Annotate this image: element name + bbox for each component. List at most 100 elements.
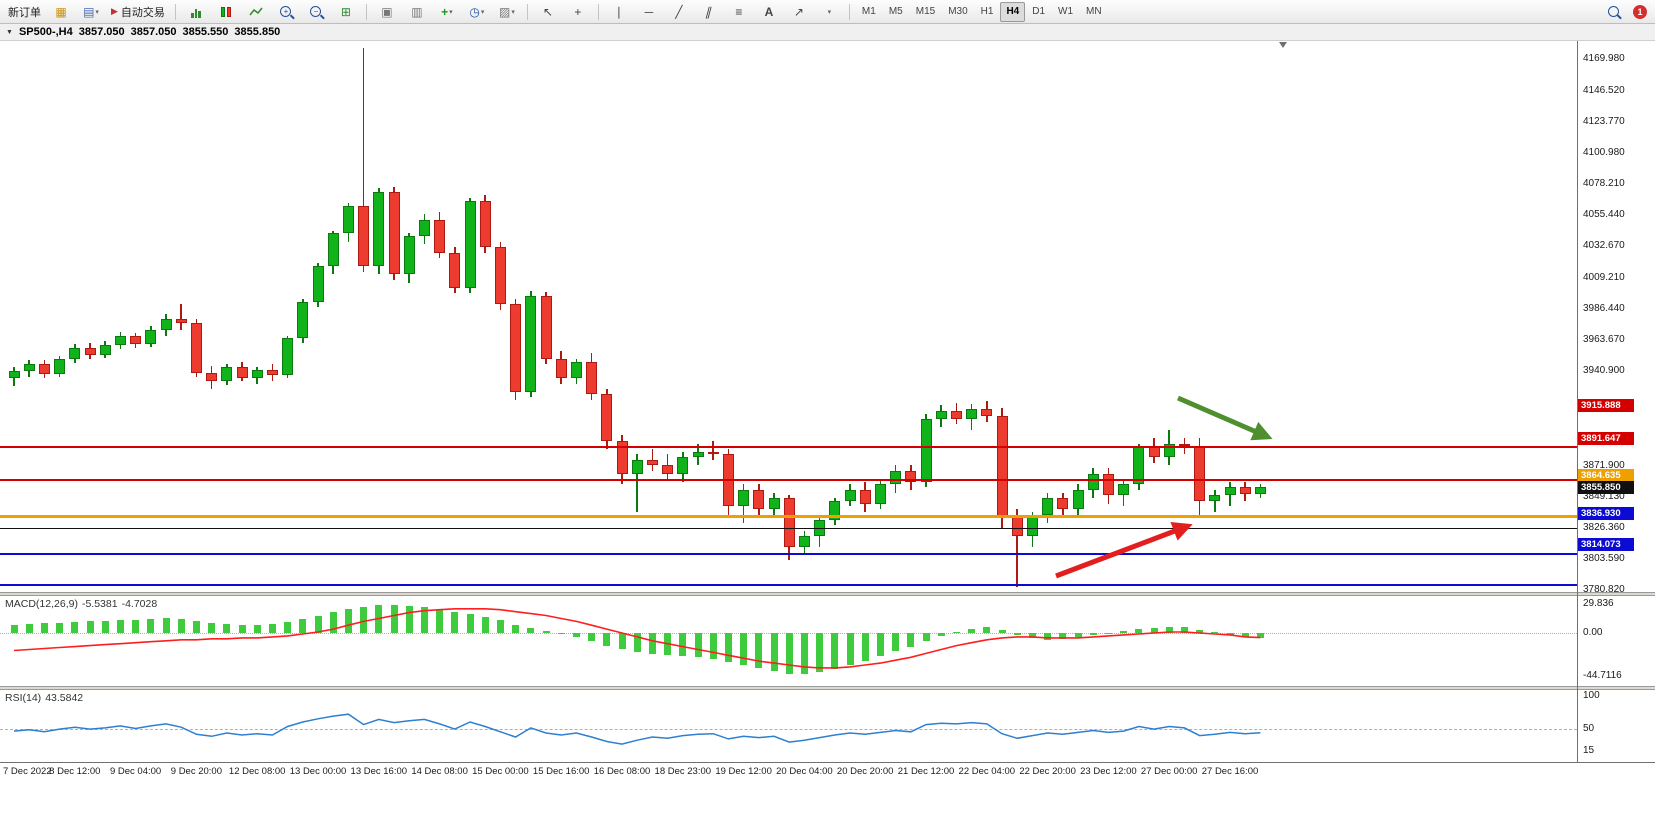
vertical-line-tool[interactable]: ∣	[615, 4, 622, 19]
time-axis-label: 9 Dec 20:00	[170, 766, 223, 777]
timeframe-button-m5[interactable]: M5	[888, 6, 903, 17]
price-line-3836.930[interactable]	[0, 553, 1577, 556]
price-line-3864.635[interactable]	[0, 514, 1577, 518]
macd-histogram-bar	[238, 625, 246, 633]
macd-histogram-bar	[724, 633, 732, 663]
chart-shift-marker	[1279, 42, 1287, 48]
arrow-tool[interactable]: ↗	[793, 4, 804, 19]
candlestick-chart-icon[interactable]	[212, 1, 240, 22]
timeframe-button-m30[interactable]: M30	[948, 6, 968, 17]
new-order-label: 新订单	[8, 6, 41, 19]
macd-histogram-bar	[861, 633, 869, 662]
timeframe-group: M1 M5 M15 M30 H1 H4 D1 W1 MN	[856, 1, 1108, 22]
macd-histogram-bar	[344, 608, 352, 633]
timeframe-button-m1[interactable]: M1	[861, 6, 876, 17]
chart-dropdown-icon[interactable]: ▼	[6, 28, 13, 36]
chevron-down-icon: ▾	[95, 8, 99, 16]
macd-histogram-bar	[755, 633, 763, 668]
candle-body	[753, 489, 765, 510]
horizontal-line-tool[interactable]: ─	[644, 4, 654, 19]
candle-body	[662, 465, 674, 474]
macd-label: MACD(12,26,9) -5.5381 -4.7028	[5, 598, 161, 610]
candle-body	[844, 489, 856, 501]
channel-tool[interactable]: ∥	[704, 4, 714, 19]
macd-signal-value: -4.7028	[121, 598, 158, 610]
autotrading-button[interactable]: ▶ 自动交易	[107, 1, 169, 22]
macd-histogram-bar	[770, 633, 778, 671]
price-axis-label: 4169.980	[1583, 52, 1625, 64]
candle-wick	[636, 454, 638, 512]
candle-body	[434, 219, 446, 253]
price-chart[interactable]	[0, 41, 1577, 592]
candle-body	[327, 233, 339, 267]
zoom-out-icon[interactable]: −	[302, 1, 330, 22]
search-icon[interactable]	[1599, 1, 1627, 22]
macd-histogram-bar	[1044, 633, 1052, 640]
toolbar-separator	[597, 3, 599, 20]
chevron-down-icon: ▾	[511, 8, 515, 16]
candle-body	[586, 361, 598, 395]
macd-histogram-bar	[299, 619, 307, 633]
macd-histogram-bar	[481, 616, 489, 633]
bar-chart-icon[interactable]	[182, 1, 210, 22]
candle-body	[616, 440, 628, 474]
macd-histogram-bar	[1196, 630, 1204, 633]
macd-histogram-bar	[253, 625, 261, 633]
panel-separator[interactable]	[0, 686, 1655, 690]
timeframe-button-m15[interactable]: M15	[915, 6, 936, 17]
line-chart-icon[interactable]	[242, 1, 270, 22]
candle-body	[601, 394, 613, 441]
candle-body	[297, 301, 309, 339]
new-order-button[interactable]: 新订单	[4, 1, 45, 22]
candle-wick	[362, 47, 365, 272]
price-line-3891.647[interactable]	[0, 478, 1577, 481]
timeframe-button-h1[interactable]: H1	[980, 6, 994, 17]
candles-layer	[0, 41, 1577, 592]
time-axis-label: 18 Dec 23:00	[654, 766, 712, 777]
macd-histogram-bar	[603, 633, 611, 646]
timeframe-button-mn[interactable]: MN	[1086, 6, 1102, 17]
price-line-3915.888[interactable]	[0, 445, 1577, 448]
zoom-in-icon[interactable]: +	[272, 1, 300, 22]
candle-body	[646, 459, 658, 466]
macd-panel[interactable]: MACD(12,26,9) -5.5381 -4.7028	[0, 596, 1577, 686]
rsi-axis-label: 15	[1583, 745, 1595, 757]
timeframe-button-w1[interactable]: W1	[1058, 6, 1074, 17]
templates-icon[interactable]: ▨ ▾	[498, 4, 515, 19]
periods-icon[interactable]: ◷ ▾	[469, 4, 485, 19]
candle-body	[494, 247, 506, 305]
timeframe-button-d1[interactable]: D1	[1032, 6, 1046, 17]
macd-histogram-bar	[1150, 628, 1158, 633]
macd-histogram-bar	[1059, 633, 1067, 639]
price-line-3855.850[interactable]	[0, 527, 1577, 529]
candle-body	[555, 358, 567, 379]
tile-windows-icon[interactable]: ⊞	[340, 4, 351, 19]
macd-histogram-bar	[147, 619, 155, 633]
new-chart-icon[interactable]: ▦	[55, 4, 67, 19]
price-axis-label: 4100.980	[1583, 146, 1625, 158]
rsi-panel[interactable]: RSI(14) 43.5842	[0, 690, 1577, 762]
timeframe-button-h4[interactable]: H4	[1000, 1, 1026, 22]
price-line-3814.073[interactable]	[0, 584, 1577, 587]
cascade-windows-icon[interactable]: ▥	[411, 4, 423, 19]
text-tool[interactable]: A	[764, 4, 774, 19]
macd-histogram-bar	[1256, 633, 1264, 639]
arrange-windows-icon[interactable]: ▣	[381, 4, 393, 19]
macd-histogram-bar	[360, 606, 368, 633]
fibonacci-tool[interactable]: ≡	[735, 4, 743, 19]
cursor-tool[interactable]: ↖	[542, 4, 553, 19]
panel-separator[interactable]	[0, 592, 1655, 596]
trendline-tool[interactable]: ╱	[675, 4, 683, 19]
macd-histogram-bar	[937, 633, 945, 636]
profiles-icon[interactable]: ▤ ▾	[83, 4, 99, 19]
macd-name: MACD(12,26,9)	[5, 598, 78, 610]
macd-histogram-bar	[86, 621, 94, 633]
candle-body	[160, 319, 172, 331]
shapes-dropdown[interactable]: ▾	[815, 1, 843, 22]
notification-badge[interactable]: 1	[1633, 4, 1647, 19]
price-axis-label: 4055.440	[1583, 209, 1625, 221]
macd-histogram-bar	[998, 630, 1006, 633]
indicators-icon[interactable]: + ▾	[441, 4, 453, 19]
crosshair-tool[interactable]: +	[574, 4, 582, 19]
rsi-level-50-line	[0, 728, 1577, 730]
